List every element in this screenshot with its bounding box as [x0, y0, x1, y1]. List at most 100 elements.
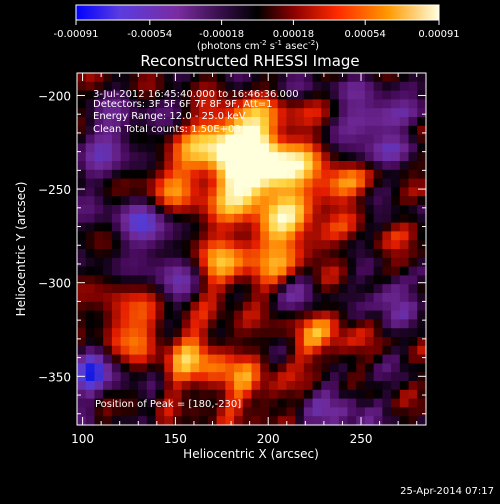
heatmap-cell [364, 266, 375, 276]
heatmap-cell [268, 301, 279, 312]
heatmap-cell [391, 187, 401, 197]
heatmap-cell [164, 222, 174, 232]
heatmap-cell [111, 81, 122, 92]
heatmap-cell [277, 266, 287, 276]
heatmap-cell [373, 73, 383, 83]
heatmap-cell [399, 187, 410, 197]
heatmap-cell [303, 398, 314, 408]
heatmap-cell [373, 222, 383, 232]
heatmap-cell [172, 363, 183, 373]
heatmap-cell [94, 108, 104, 118]
heatmap-cell [120, 354, 130, 364]
heatmap-cell [260, 372, 270, 382]
heatmap-cell [268, 398, 279, 408]
heatmap-cell [234, 301, 244, 312]
heatmap-cell [268, 257, 279, 268]
heatmap-cell [303, 205, 314, 215]
heatmap-cell [251, 213, 261, 224]
heatmap-cell [199, 108, 209, 118]
heatmap-cell [242, 99, 253, 109]
heatmap-cell [277, 205, 287, 215]
heatmap-cell [77, 213, 87, 224]
heatmap-cell [77, 240, 87, 250]
heatmap-cell [347, 328, 357, 338]
heatmap-cell [216, 381, 226, 391]
heatmap-cell [85, 407, 96, 417]
heatmap-cell [138, 284, 148, 294]
heatmap-cell [164, 152, 174, 162]
heatmap-cell [216, 310, 226, 320]
heatmap-cell [111, 231, 122, 241]
heatmap-cell [399, 205, 410, 215]
heatmap-cell [260, 416, 270, 426]
heatmap-cell [277, 416, 287, 426]
heatmap-cell [146, 73, 157, 83]
heatmap-cell [129, 196, 139, 206]
heatmap-cell [146, 152, 157, 162]
heatmap-cell [94, 134, 104, 144]
heatmap-cell [312, 143, 322, 153]
heatmap-cell [417, 416, 427, 426]
heatmap-cell [85, 161, 96, 171]
heatmap-cell [373, 407, 383, 417]
heatmap-cell [295, 143, 305, 153]
heatmap-cell [103, 125, 113, 136]
heatmap-cell [295, 310, 305, 320]
heatmap-cell [77, 389, 87, 400]
heatmap-cell [391, 275, 401, 285]
heatmap-cell [120, 231, 130, 241]
heatmap-cell [120, 416, 130, 426]
heatmap-cell [216, 213, 226, 224]
heatmap-cell [77, 73, 87, 83]
heatmap-cell [120, 319, 130, 329]
heatmap-cell [85, 275, 96, 285]
heatmap-cell [94, 152, 104, 162]
heatmap-cell [356, 222, 366, 232]
heatmap-cell [138, 187, 148, 197]
heatmap-cell [364, 345, 375, 356]
heatmap-cell [129, 222, 139, 232]
heatmap-cell [356, 134, 366, 144]
heatmap-cell [391, 240, 401, 250]
heatmap-cell [408, 240, 418, 250]
heatmap-cell [399, 284, 410, 294]
heatmap-cell [164, 266, 174, 276]
heatmap-cell [190, 257, 200, 268]
heatmap-cell [399, 152, 410, 162]
heatmap-cell [234, 117, 244, 127]
heatmap-cell [172, 152, 183, 162]
heatmap-cell [356, 372, 366, 382]
y-tick-label: −200 [38, 89, 71, 103]
heatmap-cell [286, 99, 296, 109]
heatmap-cell [303, 337, 314, 347]
heatmap-cell [312, 125, 322, 136]
heatmap-cell [181, 381, 192, 391]
heatmap-cell [146, 372, 157, 382]
heatmap-cell [234, 240, 244, 250]
heatmap-cell [338, 161, 349, 171]
heatmap-cell [111, 293, 122, 303]
heatmap-cell [155, 310, 165, 320]
heatmap-cell [207, 249, 218, 259]
heatmap-cell [103, 381, 113, 391]
heatmap-cell [321, 293, 331, 303]
heatmap-cell [181, 293, 192, 303]
x-tick-label: 100 [71, 432, 94, 446]
heatmap-cell [111, 240, 122, 250]
heatmap-cell [338, 108, 349, 118]
heatmap-cell [111, 381, 122, 391]
heatmap-cell [190, 73, 200, 83]
heatmap-cell [321, 416, 331, 426]
heatmap-cell [338, 187, 349, 197]
heatmap-cell [268, 310, 279, 320]
heatmap-cell [356, 389, 366, 400]
heatmap-cell [251, 196, 261, 206]
heatmap-cell [364, 363, 375, 373]
heatmap-cell [207, 178, 218, 188]
heatmap-cell [225, 213, 235, 224]
heatmap-cell [225, 161, 235, 171]
heatmap-cell [225, 134, 235, 144]
heatmap-cell [111, 319, 122, 329]
heatmap-cell [242, 187, 253, 197]
heatmap-cell [207, 205, 218, 215]
